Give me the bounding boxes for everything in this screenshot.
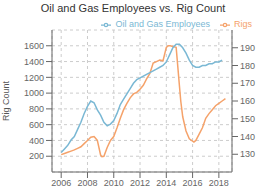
svg-text:600: 600 (29, 120, 44, 130)
svg-text:160: 160 (240, 96, 255, 106)
svg-text:2016: 2016 (183, 178, 203, 188)
svg-text:2012: 2012 (130, 178, 150, 188)
svg-text:180: 180 (240, 61, 255, 71)
svg-text:1600: 1600 (24, 41, 44, 51)
svg-text:1200: 1200 (24, 73, 44, 83)
svg-text:130: 130 (240, 149, 255, 159)
svg-text:1000: 1000 (24, 88, 44, 98)
svg-text:200: 200 (29, 151, 44, 161)
html-text:Oil and Gas Employees: Oil and Gas Employees (115, 19, 210, 29)
svg-text:Rig Count: Rig Count (8, 80, 11, 121)
svg-text:170: 170 (240, 78, 255, 88)
svg-text:190: 190 (240, 43, 255, 53)
svg-text:150: 150 (240, 114, 255, 124)
svg-text:400: 400 (29, 136, 44, 146)
svg-text:2018: 2018 (209, 178, 229, 188)
svg-text:1400: 1400 (24, 57, 44, 67)
svg-text:2014: 2014 (156, 178, 176, 188)
html-text:Oil and Gas Employees vs. Rig: Oil and Gas Employees vs. Rig Count (40, 2, 226, 14)
svg-text:800: 800 (29, 104, 44, 114)
svg-text:140: 140 (240, 132, 255, 142)
svg-text:2008: 2008 (77, 178, 97, 188)
svg-text:2010: 2010 (104, 178, 124, 188)
html-text:Rigs: Rigs (234, 19, 252, 29)
svg-text:2006: 2006 (51, 178, 71, 188)
